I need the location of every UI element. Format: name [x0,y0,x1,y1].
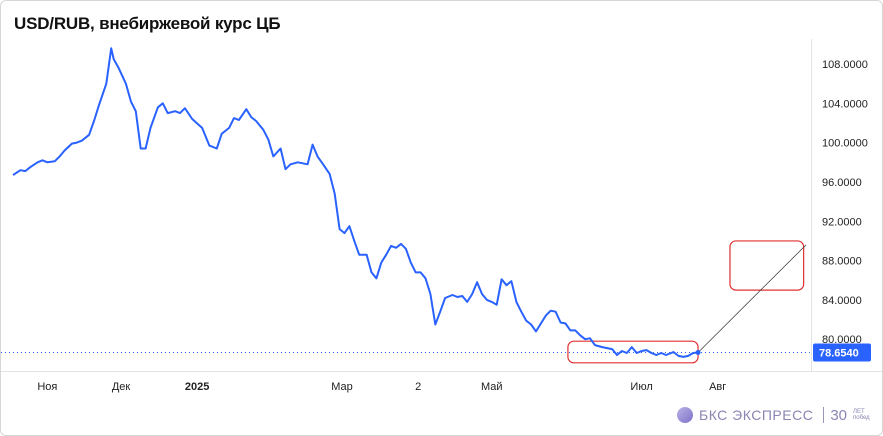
projection-line [697,244,807,353]
y-tick-label: 88.0000 [822,256,862,268]
y-tick-label: 108.0000 [822,59,868,71]
last-point-dot [695,349,701,355]
bks-logo-icon [677,407,693,423]
y-axis: 108.0000 104.0000 100.0000 96.0000 92.0000 88… [811,39,868,371]
y-tick-label: 96.0000 [822,177,862,189]
x-tick-label: Дек [112,381,131,393]
logo-divider [823,407,825,423]
brand-text: БКС ЭКСПРЕСС [699,407,814,423]
anniversary-caption-line2: побед [853,415,870,421]
anniversary-number: 30 [830,406,848,424]
usd-rub-line [12,47,699,358]
x-tick-label: 2 [415,381,421,393]
x-tick-label: Июл [630,381,652,393]
y-tick-label: 104.0000 [822,98,868,110]
x-axis: Ноя Дек 2025 Мар 2 Май Июл Авг [1,371,882,393]
last-value-marker: 78.6540 [1,343,871,362]
y-tick-label: 92.0000 [822,216,862,228]
y-tick-label: 80.0000 [822,334,862,346]
y-tick-label: 100.0000 [822,138,868,150]
last-value-badge [813,343,871,362]
anniversary-caption-line1: ЛЕТ [853,409,865,415]
anniversary-caption: ЛЕТ побед [853,409,870,421]
x-tick-label: Май [481,381,503,393]
x-tick-label: 2025 [185,381,209,393]
highlight-box-2 [729,240,805,291]
y-tick-label: 84.0000 [822,295,862,307]
last-value-label: 78.6540 [819,347,859,359]
chart-title: USD/RUB, внебиржевой курс ЦБ [14,14,281,33]
highlight-box-1 [567,340,699,364]
annotation-layer [567,240,805,364]
x-tick-label: Мар [331,381,353,393]
bks-express-logo: БКС ЭКСПРЕСС 30 ЛЕТ побед [677,403,870,427]
x-tick-label: Авг [709,381,726,393]
series-layer [12,47,807,358]
x-tick-label: Ноя [37,381,57,393]
